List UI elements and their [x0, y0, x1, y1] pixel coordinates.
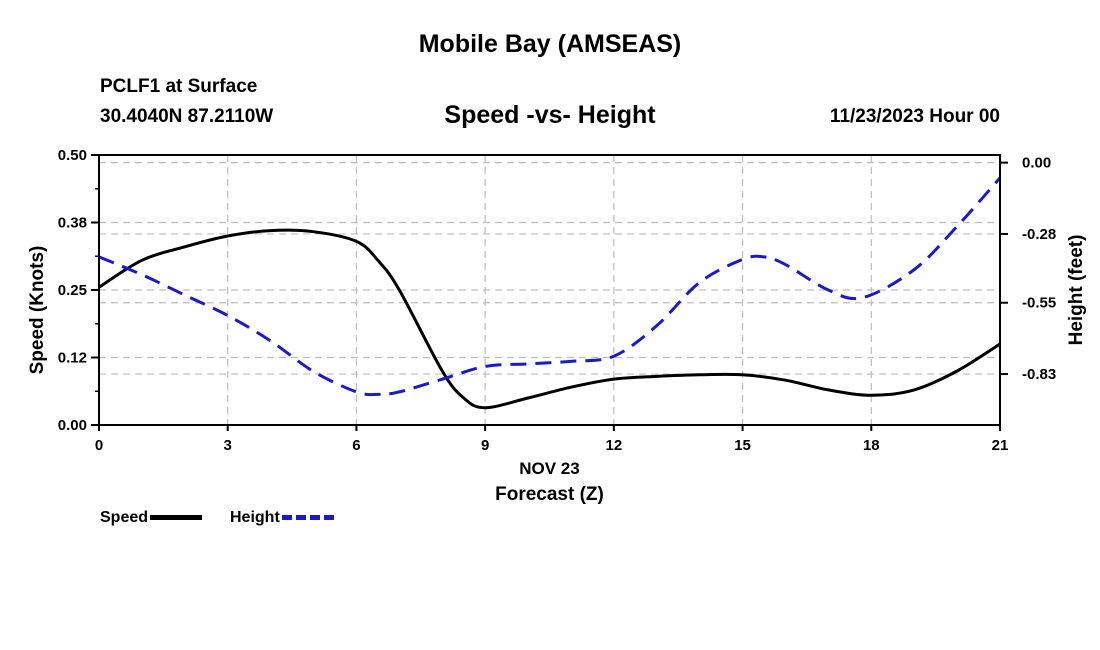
legend-item-height: Height — [230, 509, 334, 527]
y-left-tick-label: 0.38 — [58, 215, 87, 232]
x-tick-label: 0 — [95, 437, 103, 454]
legend-height-label: Height — [230, 509, 280, 526]
y-left-tick-label: 0.25 — [58, 282, 87, 299]
axis-ticks: 0 3 6 9 12 15 18 21 0.00 0.12 0.25 0.38 0.50 0.00 -0.2… — [58, 147, 1056, 454]
left-axis-title: Speed (Knots) — [27, 246, 48, 375]
legend-item-speed: Speed — [100, 509, 203, 527]
x-tick-label: 12 — [606, 437, 623, 454]
station-label: PCLF1 at Surface — [100, 76, 258, 97]
chart-title: Speed -vs- Height — [444, 101, 656, 129]
y-right-tick-label: -0.55 — [1022, 295, 1056, 312]
x-axis-date-label: NOV 23 — [519, 459, 579, 478]
x-tick-label: 6 — [352, 437, 360, 454]
x-tick-label: 15 — [734, 437, 751, 454]
axis-labels: NOV 23 Forecast (Z) Speed (Knots) Height… — [27, 235, 1087, 505]
y-right-tick-label: 0.00 — [1022, 155, 1051, 172]
x-tick-label: 9 — [481, 437, 489, 454]
series-line-height — [98, 176, 1002, 397]
legend-speed-label: Speed — [100, 509, 149, 526]
y-left-tick-label: 0.50 — [58, 147, 87, 164]
y-right-tick-label: -0.28 — [1022, 226, 1056, 243]
page-title: Mobile Bay (AMSEAS) — [418, 30, 682, 58]
forecast-datetime: 11/23/2023 Hour 00 — [829, 106, 1000, 127]
series-lines — [98, 176, 1002, 410]
y-right-tick-label: -0.83 — [1022, 366, 1056, 383]
coordinates-label: 30.4040N 87.2110W — [100, 106, 274, 127]
x-tick-label: 18 — [863, 437, 880, 454]
right-axis-title: Height (feet) — [1066, 235, 1087, 346]
x-tick-label: 21 — [992, 437, 1009, 454]
grid-lines — [99, 154, 1000, 425]
y-left-tick-label: 0.12 — [58, 350, 87, 367]
legend-speed-swatch — [150, 515, 203, 521]
series-line-speed — [98, 228, 1001, 410]
x-tick-label: 3 — [224, 437, 232, 454]
legend-height-swatch — [281, 515, 334, 521]
y-left-tick-label: 0.00 — [58, 417, 87, 434]
x-axis-title: Forecast (Z) — [495, 484, 604, 505]
